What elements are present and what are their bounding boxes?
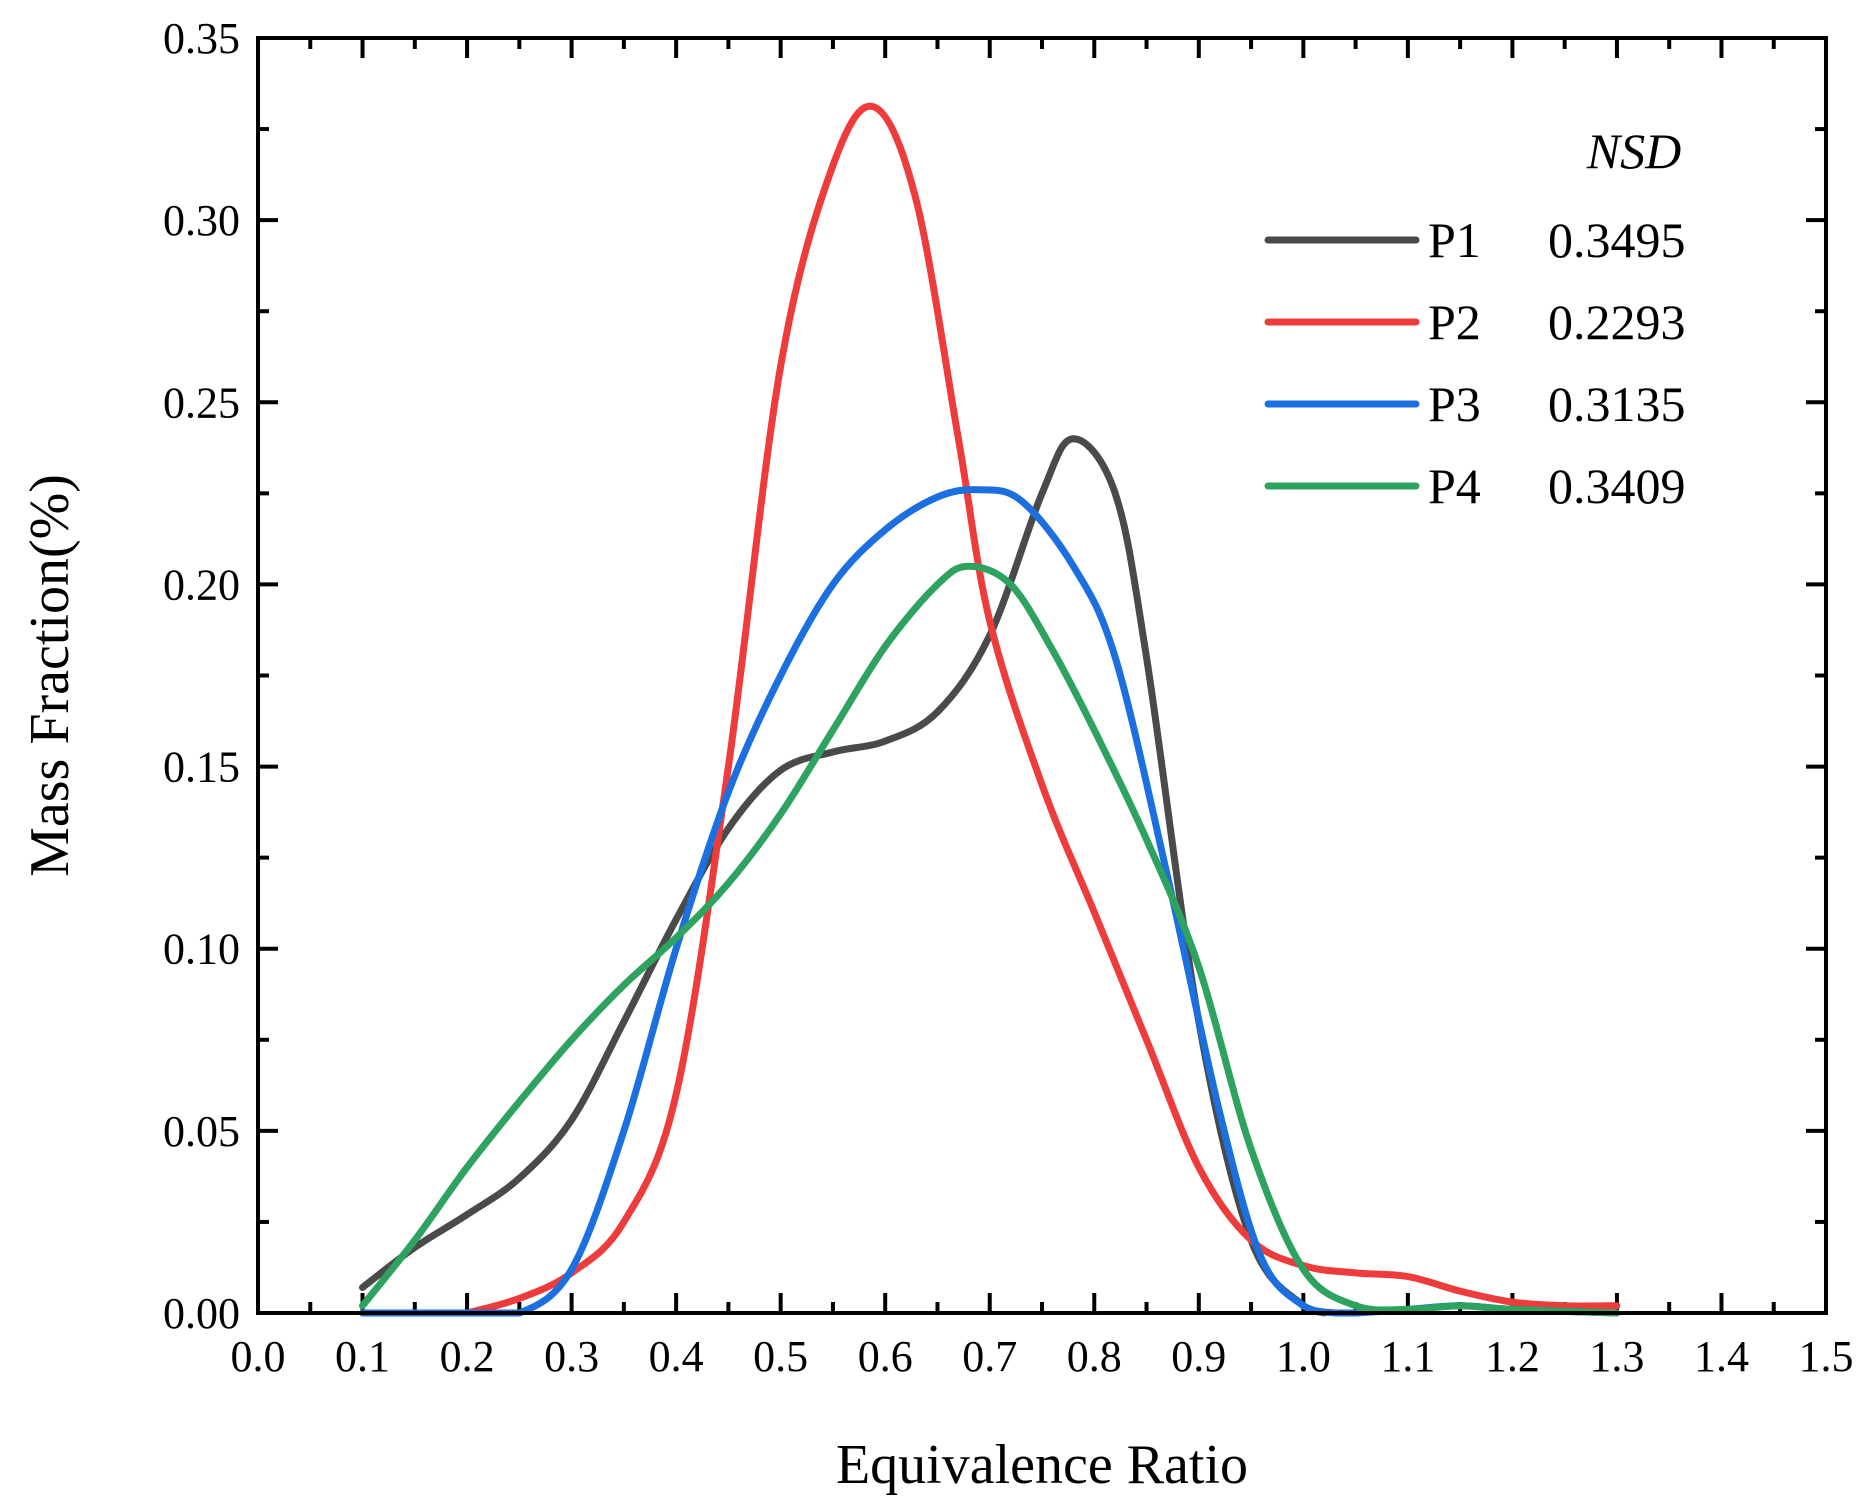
y-tick-label: 0.20 xyxy=(163,560,240,609)
y-tick-label: 0.15 xyxy=(163,743,240,792)
legend-nsd-value: 0.2293 xyxy=(1548,294,1686,350)
y-tick-label: 0.25 xyxy=(163,378,240,427)
x-tick-label: 0.3 xyxy=(544,1332,599,1381)
x-tick-label: 1.1 xyxy=(1380,1332,1435,1381)
y-tick-label: 0.30 xyxy=(163,196,240,245)
series-line-p4 xyxy=(359,562,1621,1317)
x-tick-label: 0.8 xyxy=(1067,1332,1122,1381)
x-tick-label: 0.4 xyxy=(649,1332,704,1381)
x-tick-label: 0.6 xyxy=(858,1332,913,1381)
legend-nsd-value: 0.3409 xyxy=(1548,458,1686,514)
legend-series-name: P3 xyxy=(1428,376,1481,432)
labels-layer: 0.0 0.1 0.2 0.3 0.4 0.5 0.6 0.7 0.8 0.9 1.0 1.1 1.2 1… xyxy=(163,14,1854,1381)
x-axis-title: Equivalence Ratio xyxy=(836,1434,1248,1496)
legend-series-name: P2 xyxy=(1428,294,1481,350)
x-tick-label: 1.0 xyxy=(1276,1332,1331,1381)
x-tick-label: 0.1 xyxy=(335,1332,390,1381)
x-tick-label: 1.2 xyxy=(1485,1332,1540,1381)
y-tick-label: 0.10 xyxy=(163,925,240,974)
x-tick-label: 1.3 xyxy=(1589,1332,1644,1381)
plot-frame xyxy=(256,36,1828,1315)
x-tick-label: 0.9 xyxy=(1171,1332,1226,1381)
y-tick-label: 0.05 xyxy=(163,1107,240,1156)
series-line-p2 xyxy=(463,102,1621,1317)
y-tick-label: 0.00 xyxy=(163,1289,240,1338)
legend-series-name: P1 xyxy=(1428,212,1481,268)
legend-nsd-value: 0.3495 xyxy=(1548,212,1686,268)
y-tick-label: 0.35 xyxy=(163,14,240,63)
series-layer xyxy=(359,102,1621,1317)
x-tick-label: 0.2 xyxy=(440,1332,495,1381)
x-tick-label: 0.5 xyxy=(753,1332,808,1381)
x-tick-label: 0.0 xyxy=(231,1332,286,1381)
x-tick-label: 1.5 xyxy=(1799,1332,1854,1381)
legend: NSD P1 0.3495 P2 0.2293 P3 0.3135 P4 0.3409 xyxy=(1264,123,1686,514)
x-tick-label: 1.4 xyxy=(1694,1332,1749,1381)
y-axis-title: Mass Fraction(%) xyxy=(19,474,81,877)
legend-nsd-value: 0.3135 xyxy=(1548,376,1686,432)
x-tick-label: 0.7 xyxy=(962,1332,1017,1381)
legend-series-name: P4 xyxy=(1428,458,1481,514)
legend-header: NSD xyxy=(1586,123,1681,179)
